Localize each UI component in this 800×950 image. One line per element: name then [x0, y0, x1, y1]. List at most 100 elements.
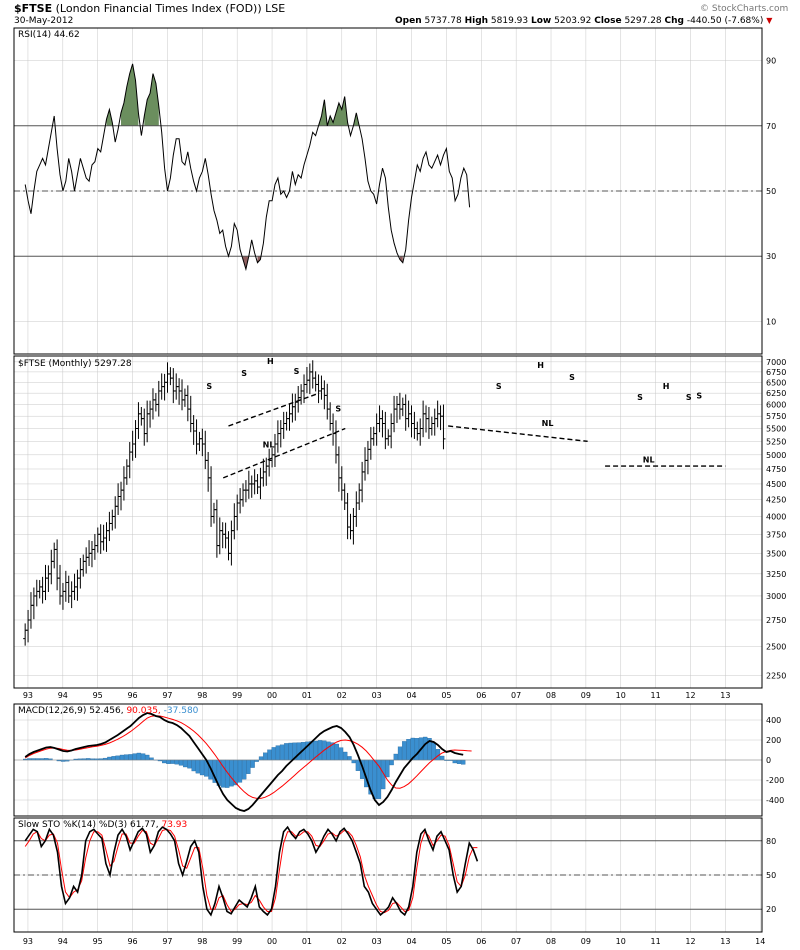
- neckline: [222, 427, 346, 479]
- y-tick-label: 6000: [766, 400, 786, 409]
- macd-histogram-bar: [275, 745, 281, 761]
- ohlc-bar: [363, 447, 368, 481]
- macd-legend-part: 52.456,: [89, 706, 126, 716]
- macd-histogram-bar: [397, 746, 403, 761]
- macd-histogram-bar: [258, 756, 264, 761]
- x-tick-label: 03: [372, 937, 382, 946]
- ohlc-bar: [267, 448, 272, 477]
- pattern-label: S: [241, 369, 247, 378]
- y-tick-label: 3250: [766, 570, 786, 579]
- ohlc-bar: [34, 579, 39, 607]
- y-tick-label: 200: [766, 736, 781, 745]
- ohlc-bar: [421, 400, 426, 438]
- ohlc-bar: [290, 393, 295, 423]
- x-tick-label: 07: [511, 691, 521, 700]
- x-tick-label: 02: [337, 937, 347, 946]
- ohlc-bar: [66, 575, 71, 603]
- macd-histogram-bar: [456, 759, 462, 764]
- ohlc-bar: [145, 400, 150, 443]
- x-tick-label: 94: [58, 937, 68, 946]
- rsi-overbought-fill: [106, 109, 113, 126]
- ohlc-bar: [293, 393, 298, 421]
- macd-histogram-bar: [124, 754, 129, 761]
- rsi-overbought-fill: [144, 73, 159, 126]
- ohlc-bar: [354, 491, 359, 527]
- ohlc-bar: [130, 430, 135, 461]
- x-tick-label: 97: [162, 691, 172, 700]
- ohlc-bar: [46, 565, 51, 593]
- x-tick-label: 03: [372, 691, 382, 700]
- pattern-label: S: [206, 382, 212, 391]
- ohlc-bar: [58, 564, 63, 605]
- rsi-oversold-fill: [257, 256, 261, 263]
- macd-histogram-bar: [393, 753, 398, 761]
- y-tick-label: 80: [766, 837, 776, 846]
- ohlc-bar: [296, 385, 301, 413]
- macd-histogram-bar: [452, 759, 457, 764]
- x-tick-label: 94: [58, 691, 68, 700]
- x-tick-label: 12: [685, 691, 695, 700]
- ohlc-bar: [258, 467, 263, 500]
- ohlc-bar: [194, 419, 199, 455]
- ohlc-bar: [142, 408, 147, 446]
- macd-histogram-bar: [191, 759, 196, 772]
- sto-legend-part: 61.77,: [130, 820, 162, 830]
- ohlc-bar: [185, 385, 190, 422]
- high-label: High: [464, 16, 489, 26]
- x-tick-label: 99: [232, 691, 242, 700]
- y-tick-label: 6250: [766, 389, 786, 398]
- macd-histogram-bar: [355, 759, 361, 771]
- ohlc-bar: [415, 421, 420, 441]
- ohlc-bar: [63, 570, 68, 602]
- macd-histogram-bar: [140, 753, 146, 761]
- x-tick-label: 98: [197, 691, 207, 700]
- macd-histogram-bar: [250, 759, 255, 768]
- ohlc-bar: [110, 509, 115, 531]
- macd-histogram-bar: [284, 743, 289, 761]
- y-tick-label: 4000: [766, 512, 786, 521]
- macd-histogram-bar: [115, 755, 120, 761]
- ohlc-bar: [133, 420, 138, 458]
- ohlc-bar: [252, 469, 257, 495]
- ohlc-bar: [409, 405, 414, 438]
- x-tick-label: 10: [616, 691, 626, 700]
- ohlc-bar: [400, 397, 405, 417]
- y-tick-label: -400: [766, 796, 784, 805]
- ohlc-bar: [40, 576, 45, 604]
- ohlc-bar: [432, 408, 437, 436]
- ohlc-bar: [319, 375, 324, 400]
- pattern-label: NL: [643, 456, 655, 465]
- rsi-panel: [13, 27, 763, 355]
- macd-histogram-bar: [271, 747, 276, 761]
- ohlc-bar: [249, 475, 254, 498]
- close-value: 5297.28: [624, 16, 662, 26]
- x-tick-label: 09: [581, 937, 591, 946]
- ohlc-bar: [316, 374, 321, 404]
- x-tick-label: 00: [267, 691, 277, 700]
- macd-histogram-bar: [267, 749, 272, 761]
- x-tick-label: 95: [93, 937, 103, 946]
- macd-histogram-bar: [149, 757, 154, 761]
- chart-symbol-title: $FTSE (London Financial Times Index (FOD…: [14, 2, 285, 15]
- ohlc-bar: [23, 623, 28, 646]
- ohlc-bar: [371, 426, 376, 446]
- price-legend: $FTSE (Monthly) 5297.28: [18, 359, 132, 369]
- macd-histogram-bar: [343, 751, 348, 761]
- pattern-label: H: [663, 382, 670, 391]
- macd-histogram-bar: [414, 738, 420, 761]
- x-tick-label: 14: [755, 937, 765, 946]
- macd-histogram-bar: [111, 756, 116, 761]
- ohlc-bar: [43, 564, 48, 601]
- x-tick-label: 96: [127, 691, 137, 700]
- ohlc-bar: [127, 442, 132, 479]
- macd-histogram-bar: [326, 741, 331, 761]
- ohlc-bar: [429, 416, 434, 436]
- macd-histogram-bar: [187, 759, 192, 769]
- y-tick-label: 90: [766, 57, 776, 66]
- neckline: [448, 425, 588, 443]
- ohlc-bar: [156, 380, 161, 417]
- ohlc-bar: [383, 411, 388, 450]
- x-tick-label: 96: [127, 937, 137, 946]
- ohlc-bar: [220, 522, 225, 549]
- ohlc-bar: [389, 413, 394, 449]
